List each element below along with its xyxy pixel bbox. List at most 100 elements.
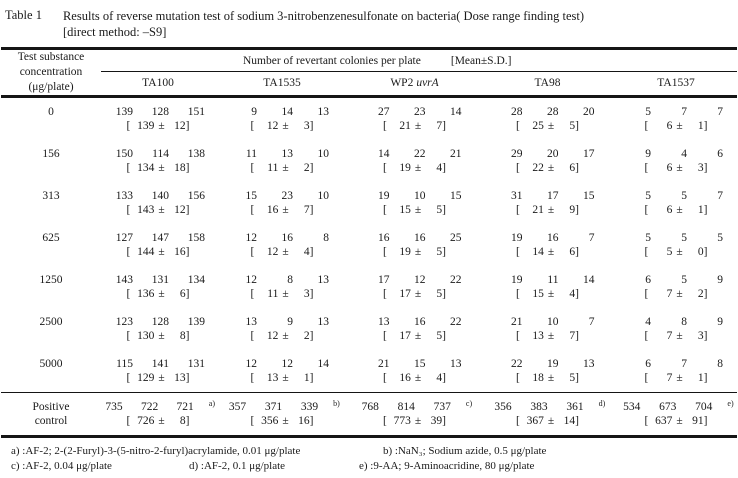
mean-value: 25 [532, 120, 544, 132]
footnote-marker: b) [333, 399, 340, 408]
sd-value: 1 [303, 372, 310, 384]
plus-minus-sign: ± [414, 415, 422, 427]
bracket-open: [ [383, 162, 387, 174]
mean-sd-value: [25 ±5] [480, 119, 615, 133]
footnote-marker: e) [727, 399, 734, 408]
colony-count-value: 22 [414, 148, 426, 160]
table-number: Table 1 [5, 8, 42, 22]
colony-count-value: 22 [511, 358, 523, 370]
dose-cell: 0 [48, 106, 54, 118]
bracket-close: ] [575, 288, 579, 300]
colony-count-value: 13 [281, 148, 294, 160]
bracket-close: ] [703, 246, 708, 258]
sd-value: 2 [303, 330, 310, 342]
bracket-open: [ [126, 288, 131, 300]
mean-sd-value: [12 ±2] [215, 329, 349, 343]
colony-count-value: 356 [494, 401, 512, 413]
mean-sd-value: [134 ±18] [101, 161, 215, 175]
mean-value: 130 [137, 330, 155, 342]
sd-value: 4 [303, 246, 310, 258]
sd-value: 18 [174, 162, 186, 174]
bracket-close: ] [185, 120, 190, 132]
bracket-open: [ [516, 415, 520, 427]
colony-count-value: 534 [623, 401, 641, 413]
mean-value: 14 [532, 246, 544, 258]
colony-counts: 21 10 7 [480, 315, 615, 329]
plus-minus-sign: ± [158, 288, 165, 300]
colony-counts: 133 140 156 [101, 189, 215, 203]
colony-count-value: 9 [645, 148, 651, 160]
sd-value: 3 [697, 330, 704, 342]
strain-data-cell: 29 20 17[22 ±6] [480, 140, 615, 182]
sd-value: 5 [569, 372, 576, 384]
strain-data-cell: 735 722 721 a) [726 ±8] [101, 392, 215, 437]
mean-value: 11 [267, 288, 279, 300]
colony-count-value: 6 [645, 358, 651, 370]
mean-sd-value: [18 ±5] [480, 371, 615, 385]
strain-data-cell: 6 5 9[7 ±2] [615, 266, 737, 308]
bracket-close: ] [442, 330, 446, 342]
colony-counts: 6 5 9 [615, 273, 737, 287]
colony-count-value: 5 [645, 232, 651, 244]
bracket-open: [ [516, 120, 520, 132]
bracket-close: ] [442, 288, 446, 300]
mean-sd-value: [773 ±39] [349, 414, 480, 428]
plus-minus-sign: ± [158, 372, 165, 384]
mean-sd-value: [7 ±3] [615, 329, 737, 343]
sd-value: 4 [569, 288, 576, 300]
bracket-close: ] [575, 415, 579, 427]
mean-value: 143 [137, 204, 155, 216]
mean-sd-value: [15 ±5] [349, 203, 480, 217]
bracket-open: [ [126, 415, 131, 427]
table-row: 2500 123 128 139[130 ±8] 13 9 13[12 ±2] 13 16 22[17… [1, 308, 737, 350]
colony-count-value: 10 [317, 148, 330, 160]
sd-value: 2 [303, 162, 310, 174]
bracket-open: [ [383, 415, 387, 427]
plus-minus-sign: ± [158, 246, 165, 258]
colony-count-value: 133 [115, 190, 133, 202]
mean-value: 144 [137, 246, 155, 258]
mean-sd-value: [143 ±12] [101, 203, 215, 217]
colony-count-value: 12 [245, 274, 258, 286]
strain-data-cell: 534 673 704 e) [637 ±91] [615, 392, 737, 437]
bracket-close: ] [575, 120, 579, 132]
mean-sd-value: [6 ±3] [615, 161, 737, 175]
bracket-open: [ [644, 204, 649, 216]
colony-count-value: 814 [397, 401, 415, 413]
colony-count-value: 768 [361, 401, 379, 413]
sd-value: 3 [697, 162, 704, 174]
colony-counts: 15 23 10 [215, 189, 349, 203]
strain-data-cell: 21 10 7[13 ±7] [480, 308, 615, 350]
colony-count-value: 158 [187, 232, 205, 244]
mean-sd-value: [13 ±1] [215, 371, 349, 385]
colony-count-value: 15 [583, 190, 595, 202]
strain-data-cell: 5 5 7[6 ±1] [615, 182, 737, 224]
footnote-line-1: a) :AF-2; 2-(2-Furyl)-3-(5-nitro-2-furyl… [11, 444, 737, 459]
colony-count-value: 22 [450, 274, 462, 286]
mean-value: 637 [655, 415, 673, 427]
bracket-close: ] [309, 288, 314, 300]
plus-minus-sign: ± [547, 330, 555, 342]
plus-minus-sign: ± [676, 288, 683, 300]
sd-value: 13 [174, 372, 186, 384]
footnote-marker: d) [598, 399, 606, 408]
plus-minus-sign: ± [282, 204, 289, 216]
sd-value: 1 [697, 204, 704, 216]
bracket-open: [ [126, 246, 131, 258]
colony-count-value: 15 [245, 190, 258, 202]
mean-sd-value: [15 ±4] [480, 287, 615, 301]
plus-minus-sign: ± [676, 330, 683, 342]
colony-count-value: 6 [645, 274, 651, 286]
bracket-open: [ [250, 204, 255, 216]
colony-count-value: 123 [115, 316, 133, 328]
colony-count-value: 16 [414, 232, 426, 244]
results-table: Test substance concentration (μg/plate) … [1, 47, 737, 438]
colony-count-value: 12 [281, 358, 294, 370]
sd-value: 39 [430, 415, 443, 427]
strain-data-cell: 21 15 13[16 ±4] [349, 350, 480, 393]
mean-sd-value: [637 ±91] [615, 414, 737, 428]
plus-minus-sign: ± [414, 162, 422, 174]
colony-counts: 9 4 6 [615, 147, 737, 161]
colony-count-value: 14 [317, 358, 330, 370]
sd-value: 3 [303, 288, 310, 300]
